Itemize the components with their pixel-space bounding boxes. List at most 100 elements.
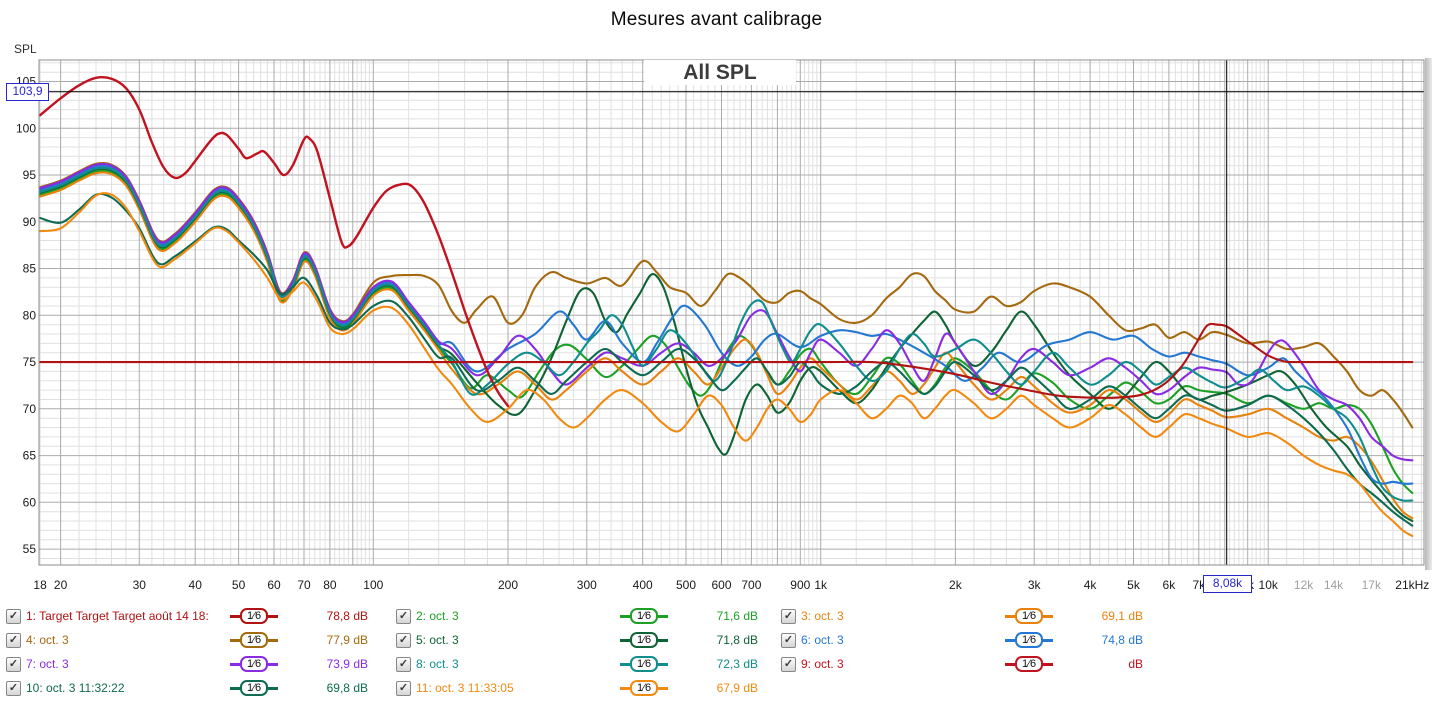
y-tick-label: 90 [23,215,37,229]
smoothing-value[interactable]: 1⁄6 [240,680,269,696]
legend-label-3[interactable]: 3: oct. 3 [801,609,844,623]
legend-checkbox-7[interactable]: ✓ [6,656,21,672]
smoothing-badge-5[interactable]: 1⁄6 [620,632,702,648]
x-tick-label: 40 [189,578,203,592]
smoothing-value[interactable]: 1⁄6 [1015,656,1044,672]
legend-checkbox-1[interactable]: ✓ [6,608,21,624]
legend-item-4: ✓ 4: oct. 3 1⁄6 77,9 dB [6,631,396,649]
smoothing-badge-11[interactable]: 1⁄6 [620,680,702,696]
smoothing-value[interactable]: 1⁄6 [630,608,659,624]
badge-line-right [658,686,669,690]
x-tick-label: 14k [1324,578,1344,592]
legend-checkbox-5[interactable]: ✓ [396,632,411,648]
badge-line-right [658,614,669,618]
badge-line-left [1005,662,1015,666]
x-tick-label: 80 [323,578,337,592]
x-tick-label: 2k [949,578,963,592]
badge-line-right [268,662,279,666]
plot-area[interactable] [39,60,1424,565]
legend-label-4[interactable]: 4: oct. 3 [26,633,69,647]
y-tick-label: 80 [23,308,37,322]
cursor-crosshair[interactable] [39,60,1424,565]
smoothing-badge-3[interactable]: 1⁄6 [1005,608,1087,624]
measurement-legend: ✓ 1: Target Target Target août 14 18: 1⁄6 7… [6,607,1153,697]
smoothing-value[interactable]: 1⁄6 [630,656,659,672]
smoothing-badge-6[interactable]: 1⁄6 [1005,632,1087,648]
x-tick-label: 21kHz [1395,578,1429,592]
x-tick-label: 500 [676,578,696,592]
x-tick-label: 700 [741,578,761,592]
smoothing-badge-10[interactable]: 1⁄6 [230,680,312,696]
y-tick-label: 65 [23,449,37,463]
x-tick-label: 400 [633,578,653,592]
legend-checkbox-6[interactable]: ✓ [781,632,796,648]
x-tick-label: 7k [1192,578,1206,592]
legend-cursor-value-8: 72,3 dB [716,657,758,671]
smoothing-value[interactable]: 1⁄6 [240,632,269,648]
smoothing-value[interactable]: 1⁄6 [240,656,269,672]
legend-cursor-value-4: 77,9 dB [326,633,368,647]
x-tick-label: 600 [711,578,731,592]
legend-label-1[interactable]: 1: Target Target Target août 14 18: [26,609,209,623]
x-tick-label: 17k [1362,578,1382,592]
x-tick-label: 6k [1163,578,1177,592]
x-tick-label: 5k [1127,578,1141,592]
x-axis-labels: 18 20 30 40 50 60 70 80 100 200 300 400 500 600 700 900… [33,578,1429,592]
legend-item-2: ✓ 2: oct. 3 1⁄6 71,6 dB [396,607,781,625]
smoothing-badge-9[interactable]: 1⁄6 [1005,656,1087,672]
badge-line-right [658,638,669,642]
smoothing-value[interactable]: 1⁄6 [240,608,269,624]
legend-label-10[interactable]: 10: oct. 3 11:32:22 [26,681,125,695]
legend-label-2[interactable]: 2: oct. 3 [416,609,459,623]
x-tick-label: 900 [790,578,810,592]
legend-label-11[interactable]: 11: oct. 3 11:33:05 [416,681,514,695]
x-tick-label: 100 [363,578,383,592]
legend-checkbox-10[interactable]: ✓ [6,680,21,696]
badge-line-right [1043,662,1054,666]
smoothing-badge-1[interactable]: 1⁄6 [230,608,312,624]
legend-checkbox-2[interactable]: ✓ [396,608,411,624]
y-tick-label: 70 [23,402,37,416]
legend-checkbox-11[interactable]: ✓ [396,680,411,696]
smoothing-badge-8[interactable]: 1⁄6 [620,656,702,672]
legend-checkbox-3[interactable]: ✓ [781,608,796,624]
legend-cursor-value-2: 71,6 dB [716,609,758,623]
smoothing-badge-2[interactable]: 1⁄6 [620,608,702,624]
smoothing-value[interactable]: 1⁄6 [1015,632,1044,648]
smoothing-value[interactable]: 1⁄6 [630,632,659,648]
smoothing-badge-4[interactable]: 1⁄6 [230,632,312,648]
legend-label-9[interactable]: 9: oct. 3 [801,657,844,671]
x-tick-label: 3k [1028,578,1042,592]
badge-line-left [620,638,630,642]
x-tick-label: 200 [498,578,518,592]
badge-line-right [1043,638,1054,642]
smoothing-badge-7[interactable]: 1⁄6 [230,656,312,672]
curve-11 [39,192,1414,538]
badge-line-right [268,686,279,690]
legend-checkbox-8[interactable]: ✓ [396,656,411,672]
legend-item-5: ✓ 5: oct. 3 1⁄6 71,8 dB [396,631,781,649]
x-tick-label: 60 [267,578,281,592]
x-tick-label: 30 [133,578,147,592]
legend-label-7[interactable]: 7: oct. 3 [26,657,69,671]
smoothing-value[interactable]: 1⁄6 [1015,608,1044,624]
cursor-spl-readout: 103,9 [6,83,49,101]
legend-checkbox-9[interactable]: ✓ [781,656,796,672]
legend-label-8[interactable]: 8: oct. 3 [416,657,459,671]
smoothing-value[interactable]: 1⁄6 [630,680,659,696]
legend-item-9: ✓ 9: oct. 3 1⁄6 dB [781,655,1153,673]
legend-item-8: ✓ 8: oct. 3 1⁄6 72,3 dB [396,655,781,673]
badge-line-left [620,614,630,618]
legend-checkbox-4[interactable]: ✓ [6,632,21,648]
badge-line-left [1005,614,1015,618]
legend-cursor-value-3: 69,1 dB [1101,609,1143,623]
legend-item-3: ✓ 3: oct. 3 1⁄6 69,1 dB [781,607,1153,625]
legend-label-5[interactable]: 5: oct. 3 [416,633,459,647]
x-tick-label: 1k [814,578,828,592]
x-tick-label: 50 [232,578,246,592]
legend-cursor-value-7: 73,9 dB [326,657,368,671]
badge-line-right [268,638,279,642]
badge-line-right [268,614,279,618]
legend-label-6[interactable]: 6: oct. 3 [801,633,844,647]
